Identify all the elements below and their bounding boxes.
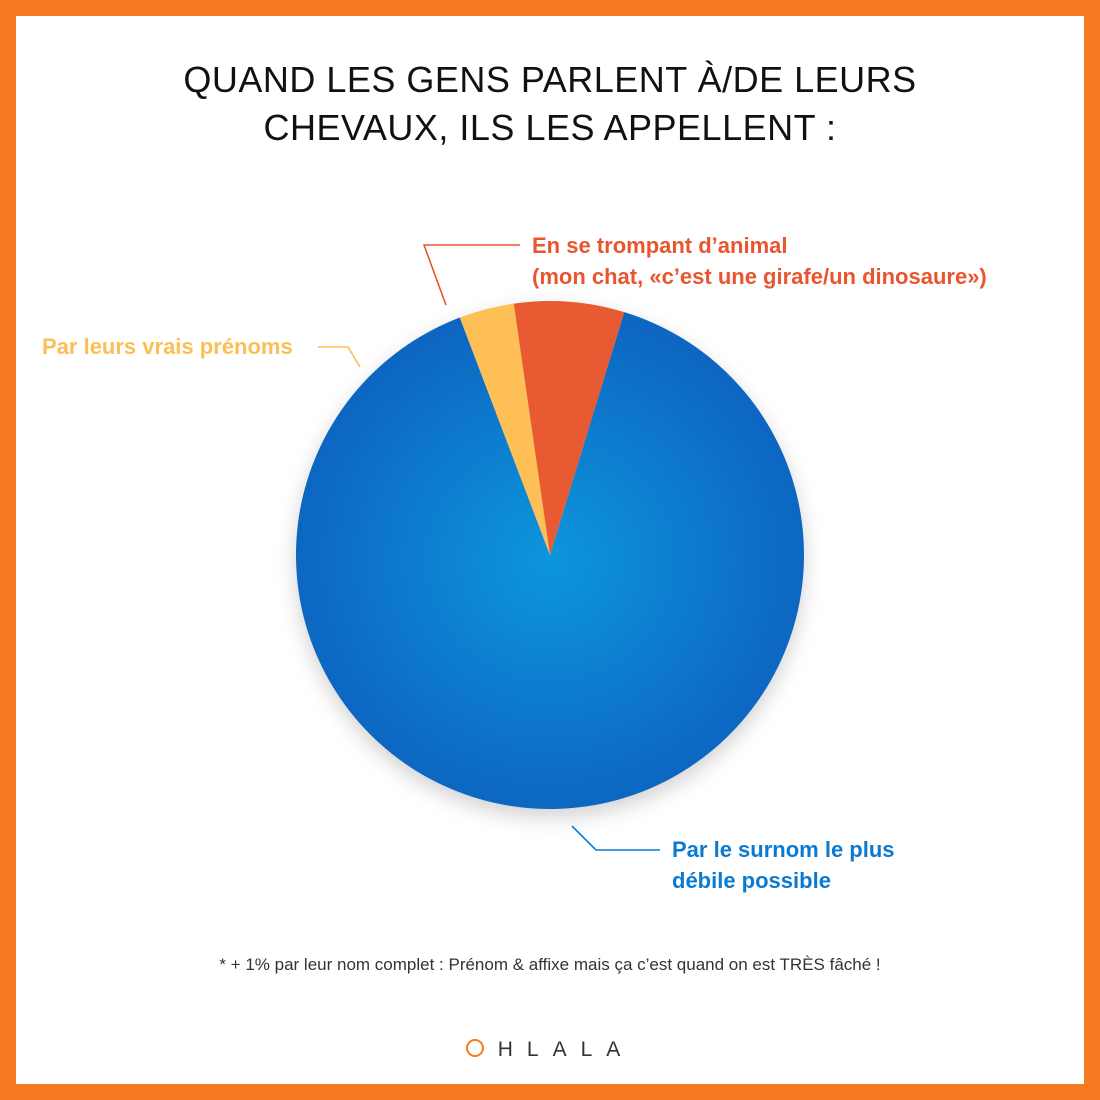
leader-line-animal (422, 244, 520, 306)
slice-label-animal: En se trompant d’animal (mon chat, «c’es… (532, 230, 987, 292)
slice-label-prenoms: Par leurs vrais prénoms (42, 331, 293, 362)
leader-lines (318, 244, 660, 851)
pie-slice-animal (513, 301, 625, 555)
logo-ring-icon (465, 1039, 484, 1057)
leader-line-surnom (571, 825, 660, 851)
slice-label-surnom: Par le surnom le plus débile possible (672, 834, 895, 896)
slice-label-surnom-line-1: Par le surnom le plus (672, 837, 895, 862)
logo-text: HLALA (497, 1038, 635, 1061)
pie-slice-surnom (295, 312, 804, 809)
pie-slice-prenoms (459, 303, 550, 555)
slice-label-animal-line-2: (mon chat, «c’est une girafe/un dinosaur… (532, 264, 987, 289)
chart-title-line-1: QUAND LES GENS PARLENT À/DE LEURS (183, 59, 917, 100)
pie-slices (295, 301, 804, 809)
leader-line-prenoms (318, 346, 361, 368)
ohlala-logo: HLALA (0, 1038, 1100, 1062)
chart-title-line-2: CHEVAUX, ILS LES APPELLENT : (263, 107, 837, 148)
footnote: * + 1% par leur nom complet : Prénom & a… (219, 955, 881, 974)
slice-label-animal-line-1: En se trompant d’animal (532, 233, 788, 258)
slice-label-surnom-line-2: débile possible (672, 868, 831, 893)
chart-title: QUAND LES GENS PARLENT À/DE LEURS CHEVAU… (0, 56, 1100, 152)
slice-label-prenoms-line-1: Par leurs vrais prénoms (42, 334, 293, 359)
